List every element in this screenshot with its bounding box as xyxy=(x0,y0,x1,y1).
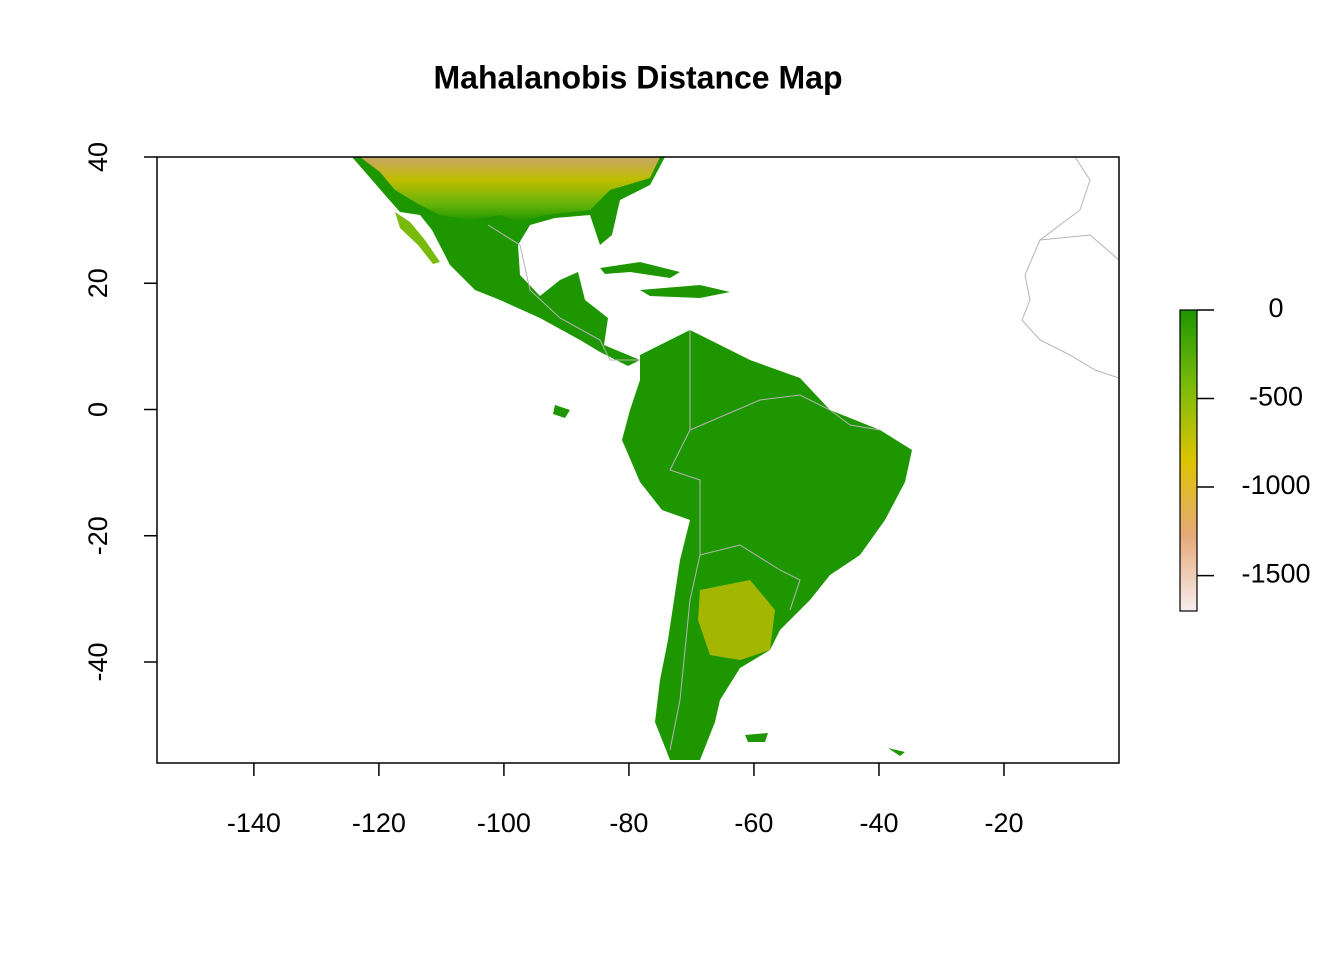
country-borders xyxy=(699,544,801,611)
colorbar-tick-label: -1000 xyxy=(1241,470,1310,500)
caribbean-2 xyxy=(640,285,730,298)
map-layer xyxy=(352,157,1119,760)
x-tick-label: -40 xyxy=(859,808,898,838)
y-tick-label: -20 xyxy=(83,516,113,555)
colorbar-tick-label: -500 xyxy=(1249,382,1303,412)
x-tick-label: -140 xyxy=(227,808,281,838)
north-america-dry xyxy=(360,157,660,222)
africa-borders xyxy=(1039,234,1119,261)
country-borders xyxy=(487,224,640,361)
y-tick-label: -40 xyxy=(83,642,113,681)
x-tick-label: -80 xyxy=(609,808,648,838)
galapagos xyxy=(553,405,570,418)
x-tick-label: -20 xyxy=(984,808,1023,838)
south-georgia xyxy=(888,748,905,756)
caribbean xyxy=(600,262,680,278)
y-tick-label: 40 xyxy=(83,142,113,172)
plot-frame xyxy=(156,156,1120,764)
chart-title: Mahalanobis Distance Map xyxy=(434,59,843,95)
y-tick-label: 0 xyxy=(83,402,113,417)
x-tick-label: -60 xyxy=(734,808,773,838)
colorbar xyxy=(1179,309,1198,612)
country-borders xyxy=(669,330,701,751)
x-tick-label: -100 xyxy=(477,808,531,838)
x-tick-label: -120 xyxy=(352,808,406,838)
colorbar-tick-label: -1500 xyxy=(1241,559,1310,589)
pampas xyxy=(698,580,775,660)
falklands xyxy=(745,733,768,742)
country-borders xyxy=(689,394,881,431)
south-america xyxy=(622,330,912,760)
y-tick-label: 20 xyxy=(83,268,113,298)
colorbar-tick-label: 0 xyxy=(1268,293,1283,323)
africa-coast xyxy=(1021,157,1119,379)
baja xyxy=(395,212,440,264)
